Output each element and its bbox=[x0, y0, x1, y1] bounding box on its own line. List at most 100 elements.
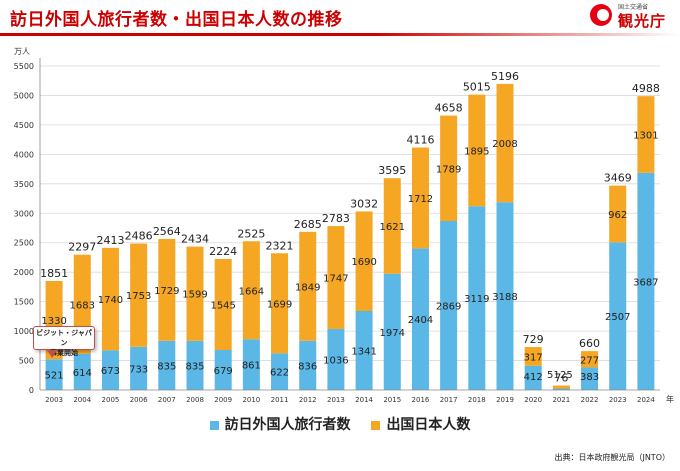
label-outbound: 962 bbox=[608, 210, 627, 221]
legend-label-inbound: 訪日外国人旅行者数 bbox=[224, 417, 351, 433]
grid-lines bbox=[40, 65, 660, 361]
x-tick-label: 2003 bbox=[45, 396, 63, 404]
logo-name: 観光庁 bbox=[618, 12, 667, 30]
bar-outbound bbox=[327, 226, 345, 329]
label-inbound: 521 bbox=[45, 371, 64, 382]
bar-inbound bbox=[327, 328, 345, 390]
label-inbound: 1341 bbox=[351, 347, 376, 358]
x-tick-label: 2021 bbox=[552, 396, 570, 404]
label-outbound: 1753 bbox=[126, 291, 151, 302]
y-tick-label: 1500 bbox=[14, 298, 34, 307]
label-total: 5196 bbox=[491, 70, 519, 83]
bar-outbound bbox=[186, 246, 204, 341]
label-total: 2685 bbox=[294, 218, 322, 231]
label-inbound: 835 bbox=[185, 361, 204, 372]
label-total: 3032 bbox=[350, 197, 378, 210]
y-tick-label: 500 bbox=[19, 357, 34, 366]
bar-outbound bbox=[468, 94, 486, 207]
label-inbound: 25 bbox=[560, 370, 573, 381]
x-tick-label: 2023 bbox=[609, 396, 627, 404]
label-total: 2434 bbox=[181, 233, 209, 246]
label-outbound: 1747 bbox=[323, 274, 348, 285]
x-tick-label: 2005 bbox=[102, 396, 120, 404]
label-total: 3595 bbox=[378, 164, 406, 177]
source-note: 出典：日本政府観光局（JNTO） bbox=[554, 453, 670, 462]
label-total: 5015 bbox=[463, 81, 491, 94]
bar-outbound bbox=[581, 351, 599, 368]
label-total: 729 bbox=[523, 333, 544, 346]
label-inbound: 3687 bbox=[633, 277, 658, 288]
y-tick-label: 5000 bbox=[14, 91, 34, 100]
label-inbound: 614 bbox=[73, 368, 92, 379]
logo-subtitle: 国土交通省 bbox=[618, 4, 649, 11]
x-tick-label: 2010 bbox=[242, 396, 260, 404]
x-tick-label: 2015 bbox=[383, 396, 401, 404]
bar-outbound bbox=[552, 385, 570, 389]
x-tick-label: 2004 bbox=[73, 396, 91, 404]
bar-outbound bbox=[355, 211, 373, 312]
label-total: 2413 bbox=[96, 234, 124, 247]
x-tick-label: 2024 bbox=[637, 396, 655, 404]
x-tick-label: 2017 bbox=[440, 396, 458, 404]
y-tick-label: 1000 bbox=[14, 327, 34, 336]
x-tick-label: 2011 bbox=[271, 396, 289, 404]
label-inbound: 861 bbox=[242, 361, 261, 372]
label-outbound: 1330 bbox=[41, 316, 66, 327]
label-total: 1851 bbox=[40, 267, 68, 280]
callout-line1: ビジット・ジャパン bbox=[36, 329, 92, 347]
label-outbound: 1729 bbox=[154, 286, 179, 297]
label-total: 2321 bbox=[266, 239, 294, 252]
bar-outbound bbox=[299, 231, 317, 341]
bar-inbound bbox=[468, 206, 486, 390]
x-tick-label: 2019 bbox=[496, 396, 514, 404]
label-inbound: 412 bbox=[524, 372, 543, 383]
label-outbound: 277 bbox=[580, 355, 599, 366]
label-total: 2297 bbox=[68, 241, 96, 254]
bar-outbound bbox=[130, 243, 148, 347]
label-outbound: 1712 bbox=[408, 194, 433, 205]
bar-inbound bbox=[271, 353, 289, 390]
label-inbound: 2404 bbox=[408, 315, 433, 326]
bar-inbound bbox=[186, 340, 204, 390]
callout-line2: 事業開始 bbox=[50, 349, 78, 357]
bar-outbound bbox=[496, 83, 514, 203]
label-outbound: 1699 bbox=[267, 299, 292, 310]
bar-inbound bbox=[524, 365, 542, 390]
bar-outbound bbox=[524, 347, 542, 366]
agency-logo: 国土交通省 観光庁 bbox=[590, 2, 672, 30]
bar-outbound bbox=[440, 115, 458, 221]
logo-mark-icon bbox=[590, 4, 612, 26]
y-tick-label: 4000 bbox=[14, 150, 34, 159]
bar-inbound bbox=[411, 248, 429, 390]
legend-item-outbound: 出国日本人数 bbox=[371, 414, 470, 434]
label-outbound: 1621 bbox=[380, 222, 405, 233]
bar-outbound bbox=[411, 147, 429, 249]
bar-outbound bbox=[242, 241, 260, 340]
bar-inbound bbox=[242, 339, 260, 390]
bar-inbound bbox=[130, 346, 148, 390]
label-total: 2486 bbox=[125, 230, 153, 243]
label-total: 4988 bbox=[632, 82, 660, 95]
legend-label-outbound: 出国日本人数 bbox=[386, 417, 471, 433]
label-outbound: 1895 bbox=[464, 146, 489, 157]
x-tick-label: 2016 bbox=[412, 396, 430, 404]
label-total: 3469 bbox=[604, 172, 632, 185]
label-total: 2564 bbox=[153, 225, 181, 238]
x-tick-label: 2008 bbox=[186, 396, 204, 404]
label-inbound: 673 bbox=[101, 366, 120, 377]
x-unit-label: 年 bbox=[666, 394, 674, 404]
data-labels: 521 1330 1851 614 1683 2297 673 1740 2413 733 1753… bbox=[40, 70, 660, 385]
x-tick-label: 2007 bbox=[158, 396, 176, 404]
visit-japan-callout: ビジット・ジャパン 事業開始 bbox=[33, 326, 95, 358]
y-tick-label: 5500 bbox=[14, 62, 34, 71]
label-outbound: 51 bbox=[547, 370, 560, 381]
bar-inbound bbox=[45, 359, 63, 390]
legend-swatch-outbound bbox=[371, 420, 381, 430]
x-tick-label: 2022 bbox=[581, 396, 599, 404]
label-inbound: 622 bbox=[270, 368, 289, 379]
label-inbound: 2507 bbox=[605, 312, 630, 323]
y-unit-label: 万人 bbox=[14, 47, 30, 56]
bar-inbound bbox=[73, 353, 91, 390]
bar-inbound bbox=[355, 311, 373, 390]
label-inbound: 383 bbox=[580, 372, 599, 383]
